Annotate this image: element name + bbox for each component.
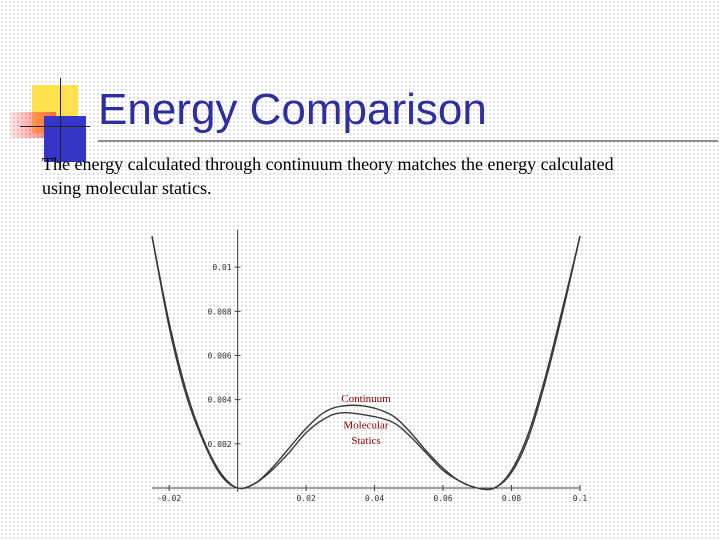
- decorative-horizontal-line: [20, 126, 90, 127]
- y-tick-label: 0.01: [212, 263, 231, 272]
- x-tick-label: 0.04: [365, 494, 384, 503]
- y-tick-label: 0.004: [208, 396, 232, 405]
- x-tick-label: 0.02: [296, 494, 315, 503]
- series-line-molecular-statics: [151, 236, 581, 491]
- decorative-vertical-line: [60, 78, 61, 168]
- chart-annotation: Molecular: [343, 419, 389, 431]
- y-tick-label: 0.006: [208, 351, 232, 360]
- x-tick-label: 0.08: [502, 494, 521, 503]
- slide-title: Energy Comparison: [98, 85, 487, 134]
- slide-body-text: The energy calculated through continuum …: [42, 154, 614, 198]
- x-tick-label: -0.02: [157, 494, 181, 503]
- x-tick-label: 0.06: [433, 494, 452, 503]
- energy-comparison-chart: -0.02 0.02 0.04 0.06 0.08 0.1 0.002 0.004 0.006 0…: [151, 230, 588, 503]
- title-underline: [98, 140, 718, 142]
- chart-annotation: Continuum: [341, 393, 391, 405]
- series-line-continuum: [151, 236, 581, 491]
- decorative-blue-square: [44, 116, 86, 162]
- x-tick-label: 0.1: [573, 494, 588, 503]
- y-tick-label: 0.008: [208, 307, 232, 316]
- y-tick-label: 0.002: [208, 440, 232, 449]
- chart-annotation: Statics: [351, 435, 380, 447]
